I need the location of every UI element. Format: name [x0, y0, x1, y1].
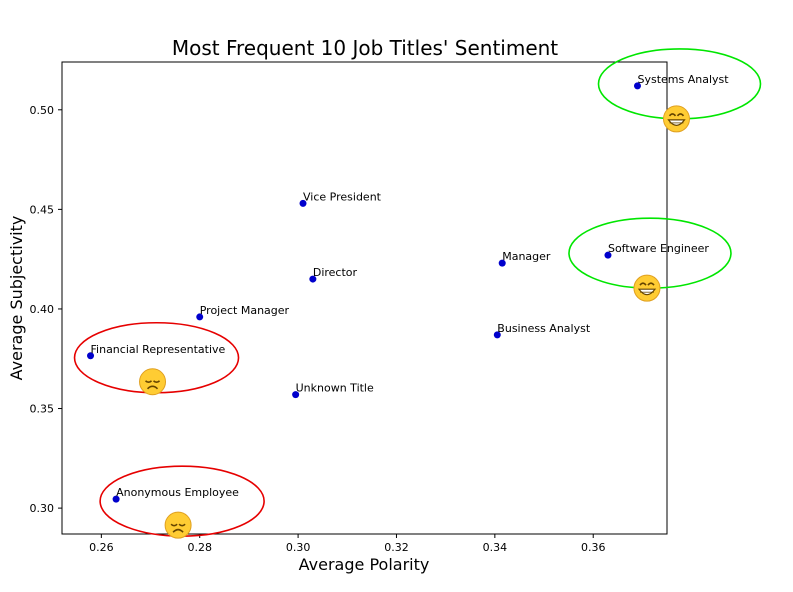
x-tick-label: 0.28	[187, 541, 212, 554]
point-label: Manager	[502, 250, 551, 263]
data-point	[309, 275, 317, 283]
x-tick-label: 0.34	[483, 541, 508, 554]
point-label: Financial Representative	[91, 343, 226, 356]
point-label: Vice President	[303, 190, 382, 203]
data-point	[633, 82, 641, 90]
y-axis-label: Average Subjectivity	[7, 216, 26, 381]
y-tick-label: 0.30	[30, 502, 55, 515]
data-point	[604, 251, 612, 259]
x-tick-label: 0.30	[286, 541, 311, 554]
point-label: Director	[313, 266, 358, 279]
x-tick-label: 0.32	[384, 541, 409, 554]
chart-title: Most Frequent 10 Job Titles' Sentiment	[172, 36, 558, 60]
grinning-face-icon	[662, 105, 690, 133]
data-point	[112, 495, 120, 503]
point-label: Business Analyst	[497, 322, 591, 335]
disappointed-face-icon	[164, 511, 192, 539]
point-label: Project Manager	[200, 304, 290, 317]
data-points: Systems Analyst Vice President Software En…	[87, 73, 729, 503]
point-label: Systems Analyst	[637, 73, 729, 86]
y-axis: 0.30 0.35 0.40 0.45 0.50	[30, 104, 62, 515]
y-tick-label: 0.35	[30, 403, 55, 416]
point-label: Anonymous Employee	[116, 486, 239, 499]
grinning-face-icon	[633, 274, 661, 302]
plot-frame	[61, 61, 668, 535]
y-tick-label: 0.40	[30, 303, 55, 316]
annotations	[73, 48, 762, 539]
x-tick-label: 0.36	[581, 541, 606, 554]
disappointed-face-icon	[139, 368, 167, 396]
data-point	[493, 331, 501, 339]
y-tick-label: 0.45	[30, 203, 55, 216]
data-point	[299, 199, 307, 207]
point-label: Software Engineer	[608, 242, 709, 255]
x-tick-label: 0.26	[89, 541, 114, 554]
x-axis: 0.26 0.28 0.30 0.32 0.34 0.36	[89, 534, 605, 554]
data-point	[196, 313, 204, 321]
point-label: Unknown Title	[296, 382, 374, 395]
x-axis-label: Average Polarity	[299, 555, 430, 574]
y-tick-label: 0.50	[30, 104, 55, 117]
data-point	[87, 352, 95, 360]
data-point	[498, 259, 506, 267]
data-point	[292, 391, 300, 399]
